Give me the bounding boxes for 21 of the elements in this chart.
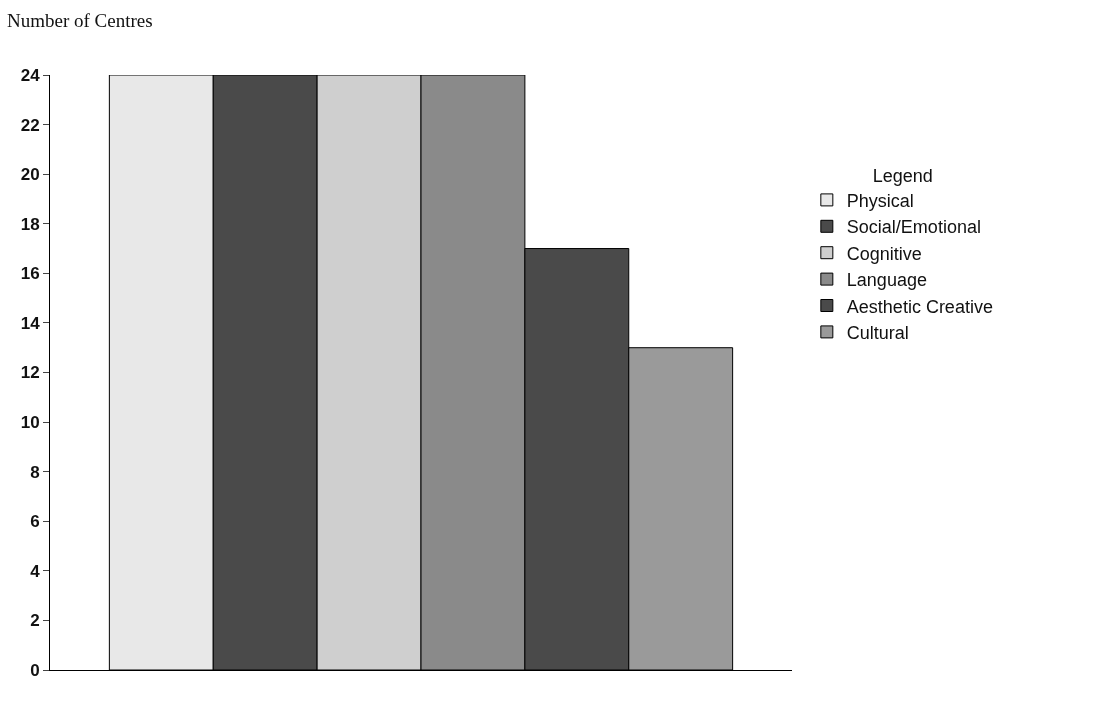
y-tick-label: 6 — [30, 512, 40, 532]
legend-title: Legend — [872, 165, 933, 186]
legend-label: Language — [846, 270, 927, 291]
legend-label: Cognitive — [846, 243, 922, 264]
y-tick-label: 20 — [20, 165, 40, 185]
y-tick-label: 2 — [30, 611, 40, 631]
y-tick-label: 0 — [30, 660, 40, 680]
legend-label: Aesthetic Creative — [846, 296, 993, 317]
y-tick-label: 10 — [20, 413, 40, 433]
y-tick-label: 8 — [30, 462, 40, 482]
y-tick-label: 12 — [20, 363, 40, 383]
y-tick-label: 18 — [20, 214, 40, 234]
y-tick-label: 16 — [20, 264, 40, 284]
legend-label: Physical — [846, 190, 914, 211]
y-tick-label: 22 — [20, 115, 40, 135]
y-axis-title: Number of Centres — [7, 10, 153, 31]
y-tick-label: 14 — [20, 313, 41, 333]
y-tick-label: 24 — [20, 65, 41, 85]
y-tick-label: 4 — [30, 561, 41, 581]
legend-label: Social/Emotional — [846, 217, 981, 238]
legend-label: Cultural — [846, 322, 909, 343]
